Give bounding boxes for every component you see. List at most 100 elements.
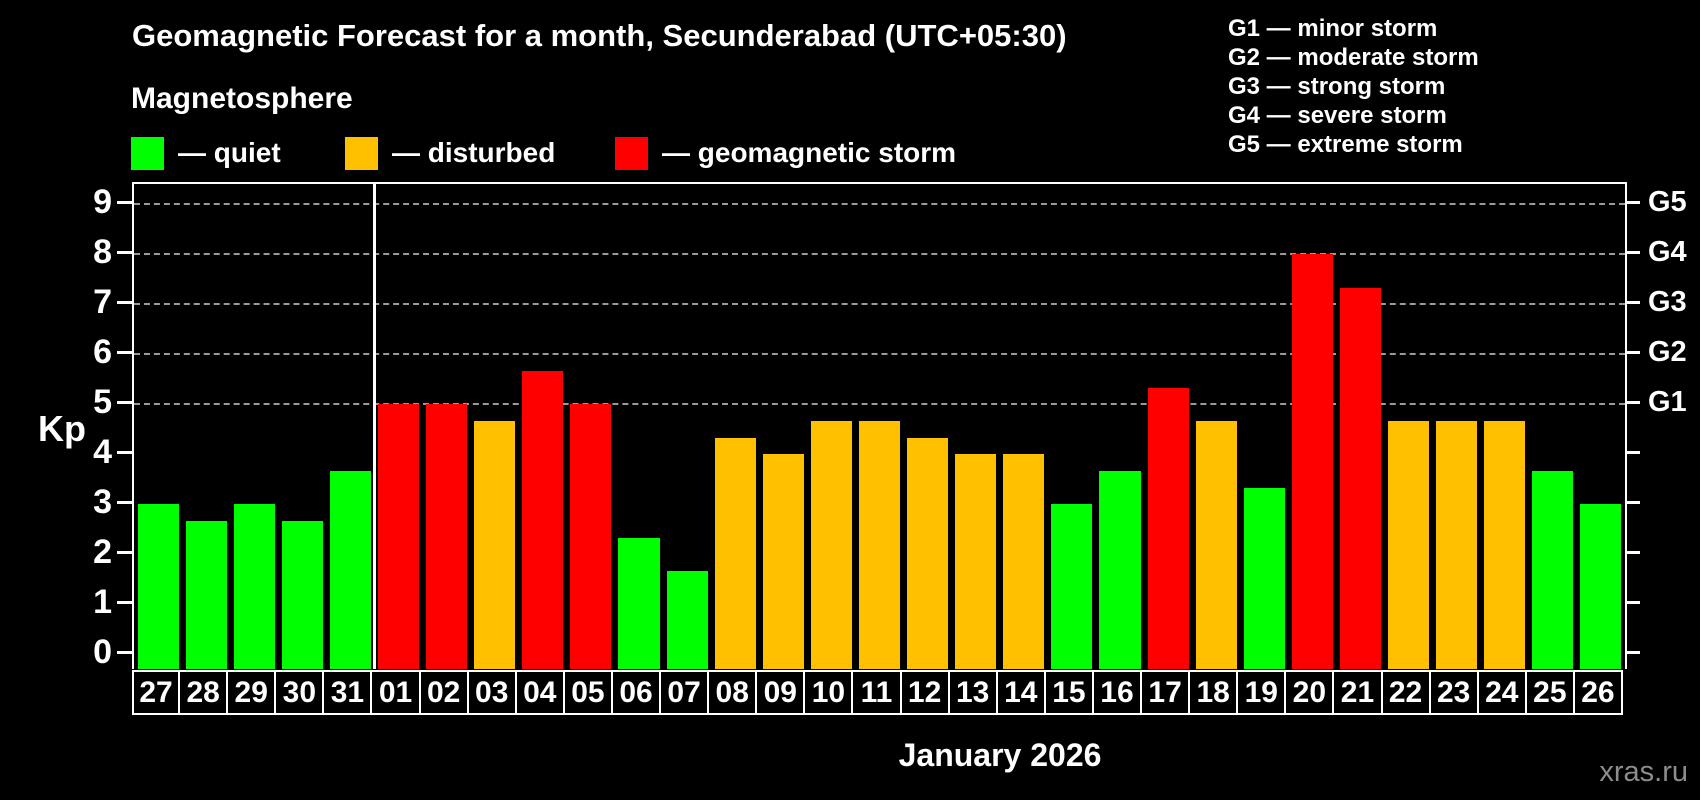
kp-bar-day-12 [907,437,949,669]
gridline-kp-8 [134,253,1625,255]
day-label-25: 25 [1524,670,1575,715]
kp-bar-day-29 [233,504,275,669]
gridline-kp-9 [134,203,1625,205]
day-label-28: 28 [178,670,229,715]
g-legend-line: G4 — severe storm [1228,102,1447,129]
right-tick-kp-8 [1625,251,1640,254]
day-label-03: 03 [466,670,517,715]
left-tick-kp-2 [117,551,132,554]
day-label-30: 30 [274,670,325,715]
y-tick-label-2: 2 [93,533,112,571]
gridline-kp-5 [134,403,1625,405]
kp-bar-day-25 [1532,470,1574,669]
storm-swatch-icon [615,136,648,170]
legend-item-quiet: — quiet [131,136,281,170]
kp-bar-day-16 [1099,470,1141,669]
g-legend-line: G5 — extreme storm [1228,131,1463,158]
day-label-14: 14 [995,670,1046,715]
y-tick-label-8: 8 [93,233,112,271]
day-label-05: 05 [562,670,613,715]
y-tick-label-3: 3 [93,483,112,521]
left-tick-kp-1 [117,601,132,604]
legend-item-disturbed: — disturbed [345,136,555,170]
kp-bar-day-28 [185,520,227,669]
day-label-04: 04 [514,670,565,715]
right-tick-kp-0 [1625,651,1640,654]
right-axis-label-g5: G5 [1648,186,1687,218]
kp-bar-day-23 [1436,420,1478,669]
day-label-16: 16 [1091,670,1143,715]
right-tick-kp-7 [1625,301,1640,304]
day-label-31: 31 [322,670,373,715]
y-tick-label-9: 9 [93,183,112,221]
day-label-07: 07 [659,670,710,715]
day-label-17: 17 [1140,670,1191,715]
day-label-20: 20 [1284,670,1335,715]
right-tick-kp-5 [1625,401,1640,404]
right-axis-label-g1: G1 [1648,386,1687,418]
legend-label: — quiet [178,137,281,168]
y-tick-label-0: 0 [93,633,112,671]
kp-bar-day-31 [329,470,371,669]
y-axis-label: Kp [38,408,86,449]
kp-bar-day-15 [1051,504,1093,669]
plot-area [132,182,1627,669]
day-label-10: 10 [803,670,854,715]
left-tick-kp-0 [117,651,132,654]
kp-bar-day-10 [810,420,852,669]
kp-bar-day-05 [570,404,612,669]
g-legend-line: G3 — strong storm [1228,73,1446,100]
right-tick-kp-9 [1625,201,1640,204]
right-tick-kp-4 [1625,451,1640,454]
right-tick-kp-6 [1625,351,1640,354]
kp-bar-day-17 [1147,387,1189,669]
gridline-kp-6 [134,353,1625,355]
day-label-27: 27 [132,670,181,715]
kp-bar-day-11 [858,420,901,669]
kp-bar-day-18 [1195,420,1237,669]
kp-bar-day-08 [714,437,756,669]
right-axis-label-g3: G3 [1648,286,1687,318]
g-legend-line: G2 — moderate storm [1228,44,1479,71]
day-label-29: 29 [226,670,277,715]
left-tick-kp-3 [117,501,132,504]
day-label-11: 11 [851,670,902,715]
right-tick-kp-2 [1625,551,1640,554]
kp-bar-day-14 [1003,454,1045,669]
month-separator-line [372,184,376,669]
day-label-13: 13 [947,670,998,715]
left-tick-kp-6 [117,351,132,354]
legend-item-storm: — geomagnetic storm [615,136,956,170]
g-scale-legend: G1 — minor storm G2 — moderate storm G3 — … [1228,14,1479,159]
day-label-06: 06 [610,670,662,715]
day-label-09: 09 [755,670,806,715]
day-label-12: 12 [899,670,950,715]
kp-bar-day-24 [1484,420,1526,669]
kp-bar-day-04 [522,370,564,669]
y-tick-label-6: 6 [93,333,112,371]
left-tick-kp-5 [117,401,132,404]
kp-status-legend: — quiet — disturbed — geomagnetic storm [0,136,1100,170]
day-label-19: 19 [1236,670,1287,715]
chart-subtitle: Magnetosphere [131,82,353,115]
legend-label: — geomagnetic storm [662,137,957,168]
day-label-26: 26 [1572,670,1623,715]
day-label-22: 22 [1380,670,1431,715]
kp-bar-day-13 [955,454,997,669]
watermark: xras.ru [1599,756,1688,788]
kp-bar-day-26 [1580,504,1622,669]
right-axis-label-g4: G4 [1648,236,1687,268]
right-axis-label-g2: G2 [1648,336,1687,368]
day-label-08: 08 [707,670,758,715]
kp-bar-day-27 [137,504,179,669]
kp-bar-day-30 [281,520,323,669]
y-tick-label-7: 7 [93,283,112,321]
y-tick-label-4: 4 [93,433,112,471]
day-label-15: 15 [1043,670,1094,715]
left-tick-kp-7 [117,301,132,304]
kp-bar-day-22 [1388,420,1430,669]
disturbed-swatch-icon [345,136,378,170]
left-tick-kp-8 [117,251,132,254]
kp-bar-day-01 [377,404,420,669]
right-tick-kp-3 [1625,501,1640,504]
